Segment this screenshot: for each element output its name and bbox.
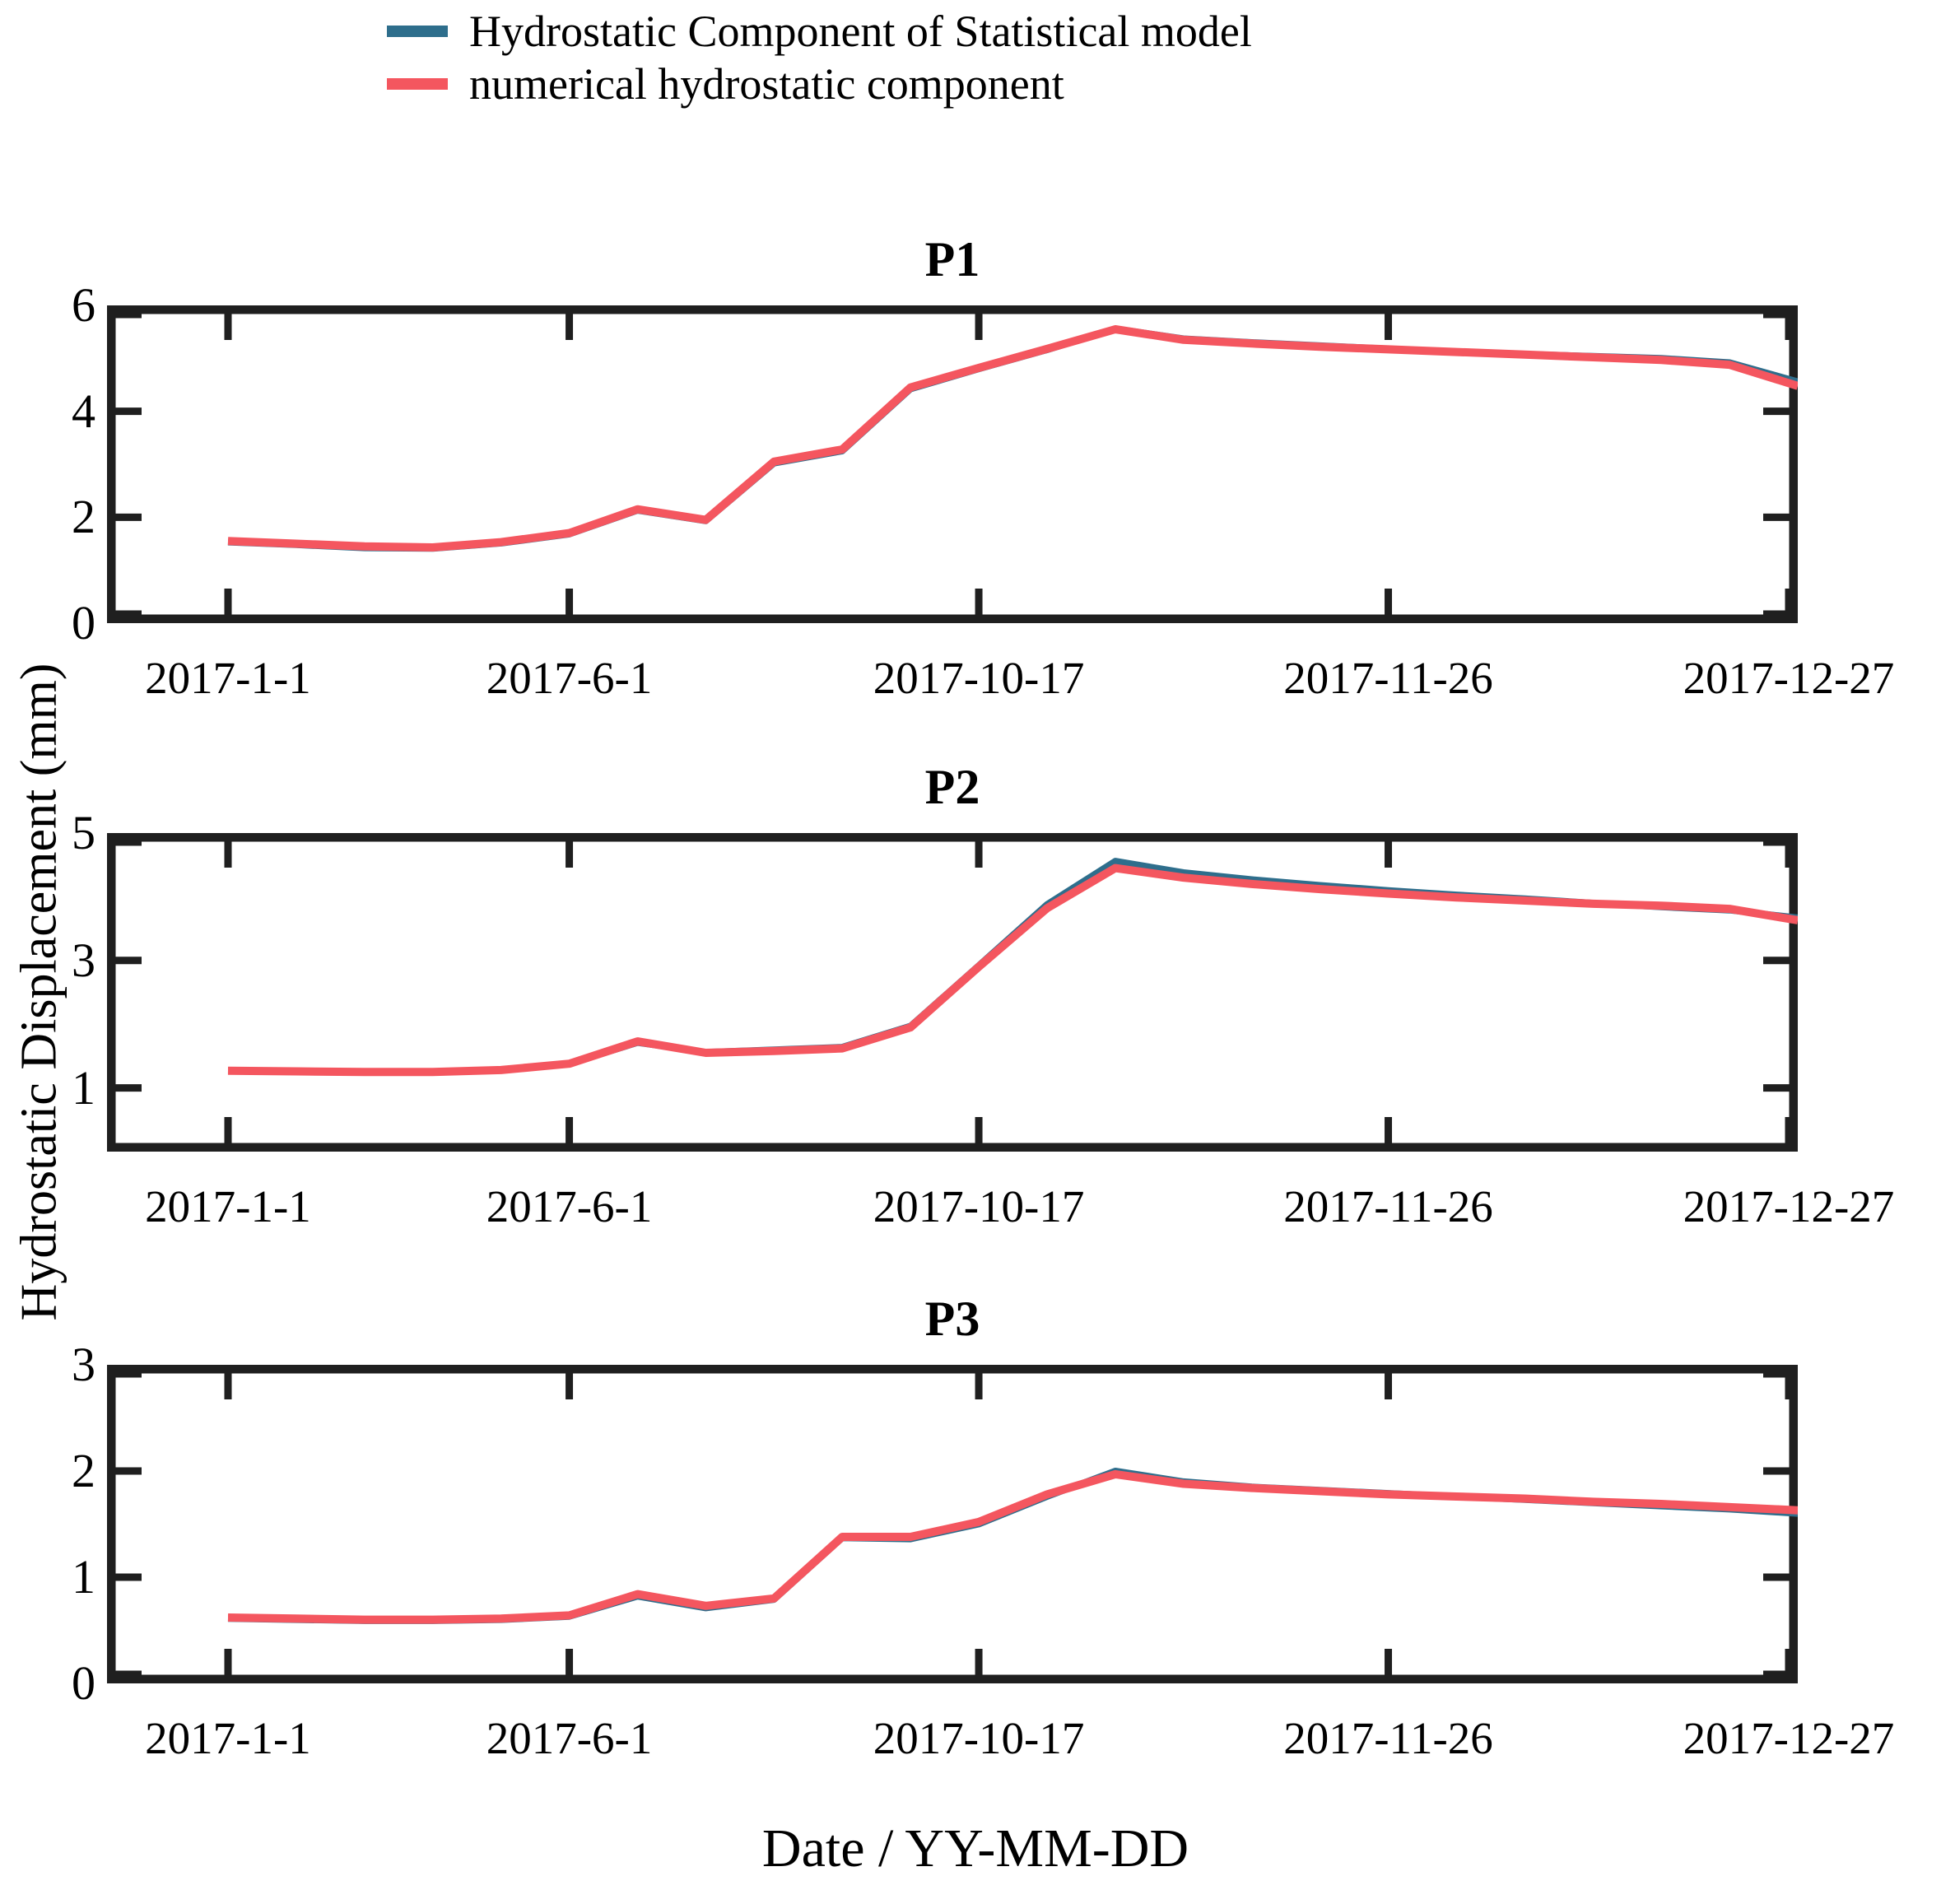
x-tick-label: 2017-10-17	[873, 1713, 1085, 1763]
y-tick-label: 2	[72, 1444, 95, 1497]
y-tick-label: 5	[72, 806, 95, 859]
legend-item-statistical: Hydrostatic Component of Statistical mod…	[387, 5, 1252, 58]
numerical-component-line	[227, 325, 1798, 552]
y-tick-label: 3	[72, 1338, 95, 1391]
statistical-model-line	[227, 858, 1798, 1076]
x-tick-label: 2017-10-17	[873, 653, 1085, 703]
statistical-line-swatch-icon	[387, 26, 448, 37]
legend: Hydrostatic Component of Statistical mod…	[387, 5, 1252, 110]
y-tick-label: 0	[72, 1656, 95, 1710]
y-tick-label: 6	[72, 278, 95, 332]
y-tick-label: 1	[72, 1060, 95, 1115]
numerical-component-line	[227, 864, 1798, 1077]
y-tick-label: 1	[72, 1550, 95, 1604]
plot-area-p3	[107, 1365, 1798, 1683]
x-tick-label: 2017-11-26	[1283, 1181, 1493, 1231]
legend-label: Hydrostatic Component of Statistical mod…	[469, 7, 1252, 56]
legend-label: numerical hydrostatic component	[469, 59, 1064, 109]
x-tick-label: 2017-6-1	[486, 1713, 653, 1763]
x-tick-label: 2017-10-17	[873, 1181, 1085, 1231]
legend-item-numerical: numerical hydrostatic component	[387, 58, 1252, 110]
x-tick-label: 2017-1-1	[145, 653, 311, 703]
y-tick-label: 3	[72, 933, 95, 987]
y-axis-label: Hydrostatic Displacement (mm)	[11, 663, 67, 1321]
x-tick-label: 2017-12-27	[1683, 1713, 1895, 1763]
x-tick-label: 2017-11-26	[1283, 653, 1493, 703]
x-tick-label: 2017-1-1	[145, 1181, 311, 1231]
subplot-title-p3: P3	[924, 1292, 980, 1346]
subplot-title-p1: P1	[924, 232, 980, 286]
statistical-model-line	[227, 1468, 1798, 1624]
x-axis-label: Date / YY-MM-DD	[761, 1818, 1189, 1878]
plot-area-p1	[107, 305, 1798, 623]
x-tick-label: 2017-6-1	[486, 653, 653, 703]
x-tick-label: 2017-12-27	[1683, 653, 1895, 703]
x-tick-label: 2017-1-1	[145, 1713, 311, 1763]
subplot-title-p2: P2	[924, 760, 980, 814]
numerical-component-line	[227, 1469, 1798, 1624]
x-tick-label: 2017-6-1	[486, 1181, 653, 1231]
x-tick-label: 2017-12-27	[1683, 1181, 1895, 1231]
x-tick-label: 2017-11-26	[1283, 1713, 1493, 1763]
y-tick-label: 4	[72, 384, 95, 438]
y-tick-label: 2	[72, 490, 95, 544]
numerical-line-swatch-icon	[387, 78, 448, 90]
y-tick-label: 0	[72, 596, 95, 649]
plot-area-p2	[107, 833, 1798, 1152]
